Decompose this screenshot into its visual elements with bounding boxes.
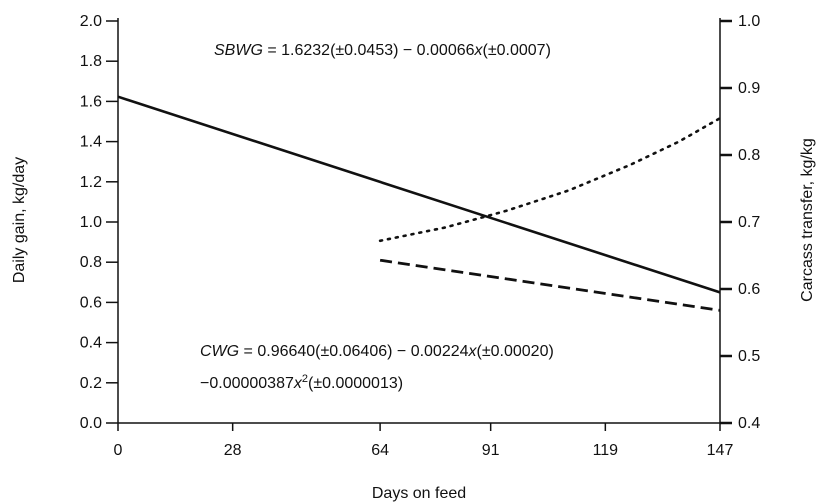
y-left-tick-label: 2.0 <box>80 13 102 30</box>
y-left-tick-label: 0.6 <box>80 294 102 311</box>
sbwg-equation: SBWG = 1.6232(±0.0453) − 0.00066x(±0.000… <box>214 42 551 59</box>
cwg2-sup: 2 <box>302 373 308 385</box>
x-tick-label: 28 <box>224 442 242 459</box>
y-right-ticks: 0.4 0.5 0.6 0.7 0.8 0.9 1.0 <box>720 13 760 432</box>
y-right-tick-label: 0.6 <box>738 281 760 298</box>
cwg2-lead: −0.00000387 <box>200 375 294 392</box>
cwg-equation: CWG = 0.96640(±0.06406) − 0.00224x(±0.00… <box>200 343 554 360</box>
sbwg-var: x <box>474 42 484 59</box>
y-right-tick-label: 0.7 <box>738 214 760 231</box>
x-axis-title: Days on feed <box>372 485 466 502</box>
cwg2-var: x <box>293 375 303 392</box>
cwg2-tail: (±0.0000013) <box>308 375 403 392</box>
series-line-solid <box>117 95 721 294</box>
cwg-name: CWG <box>200 343 239 360</box>
x-tick-label: 0 <box>114 442 123 459</box>
y-left-tick-label: 1.4 <box>80 134 102 151</box>
series-line-dotted <box>378 116 722 243</box>
sbwg-rest: = 1.6232(±0.0453) − 0.00066 <box>263 42 475 59</box>
y-left-tick-label: 1.0 <box>80 214 102 231</box>
cwg-equation-line2: −0.00000387x2(±0.0000013) <box>200 373 403 392</box>
y-right-tick-label: 0.5 <box>738 348 760 365</box>
y-right-tick-label: 1.0 <box>738 13 760 30</box>
x-tick-label: 147 <box>707 442 734 459</box>
y-left-tick-label: 0.2 <box>80 375 102 392</box>
cwg-rest: = 0.96640(±0.06406) − 0.00224 <box>239 343 469 360</box>
y-left-tick-label: 1.6 <box>80 93 102 110</box>
y-left-tick-label: 1.2 <box>80 174 102 191</box>
series-group <box>117 95 722 312</box>
y-right-tick-label: 0.8 <box>738 147 760 164</box>
cwg-tail: (±0.00020) <box>477 343 554 360</box>
y-left-tick-label: 0.8 <box>80 254 102 271</box>
y-left-tick-label: 0.0 <box>80 415 102 432</box>
y-axis-right-title: Carcass transfer, kg/kg <box>799 138 816 302</box>
y-right-tick-label: 0.9 <box>738 80 760 97</box>
y-left-tick-label: 0.4 <box>80 335 102 352</box>
x-tick-label: 119 <box>593 442 619 459</box>
cwg-var: x <box>468 343 478 360</box>
series-line-dashed <box>379 258 721 312</box>
y-axis-left-title: Daily gain, kg/day <box>11 157 28 283</box>
x-tick-label: 64 <box>371 442 389 459</box>
sbwg-tail: (±0.0007) <box>483 42 551 59</box>
y-right-tick-label: 0.4 <box>738 415 760 432</box>
x-ticks: 0 28 64 91 119 147 <box>114 423 734 459</box>
y-left-ticks: 0.0 0.2 0.4 0.6 0.8 1.0 1.2 1.4 1.6 1.8 2.0 <box>80 13 118 432</box>
sbwg-name: SBWG <box>214 42 263 59</box>
x-tick-label: 91 <box>482 442 500 459</box>
y-left-tick-label: 1.8 <box>80 53 102 70</box>
